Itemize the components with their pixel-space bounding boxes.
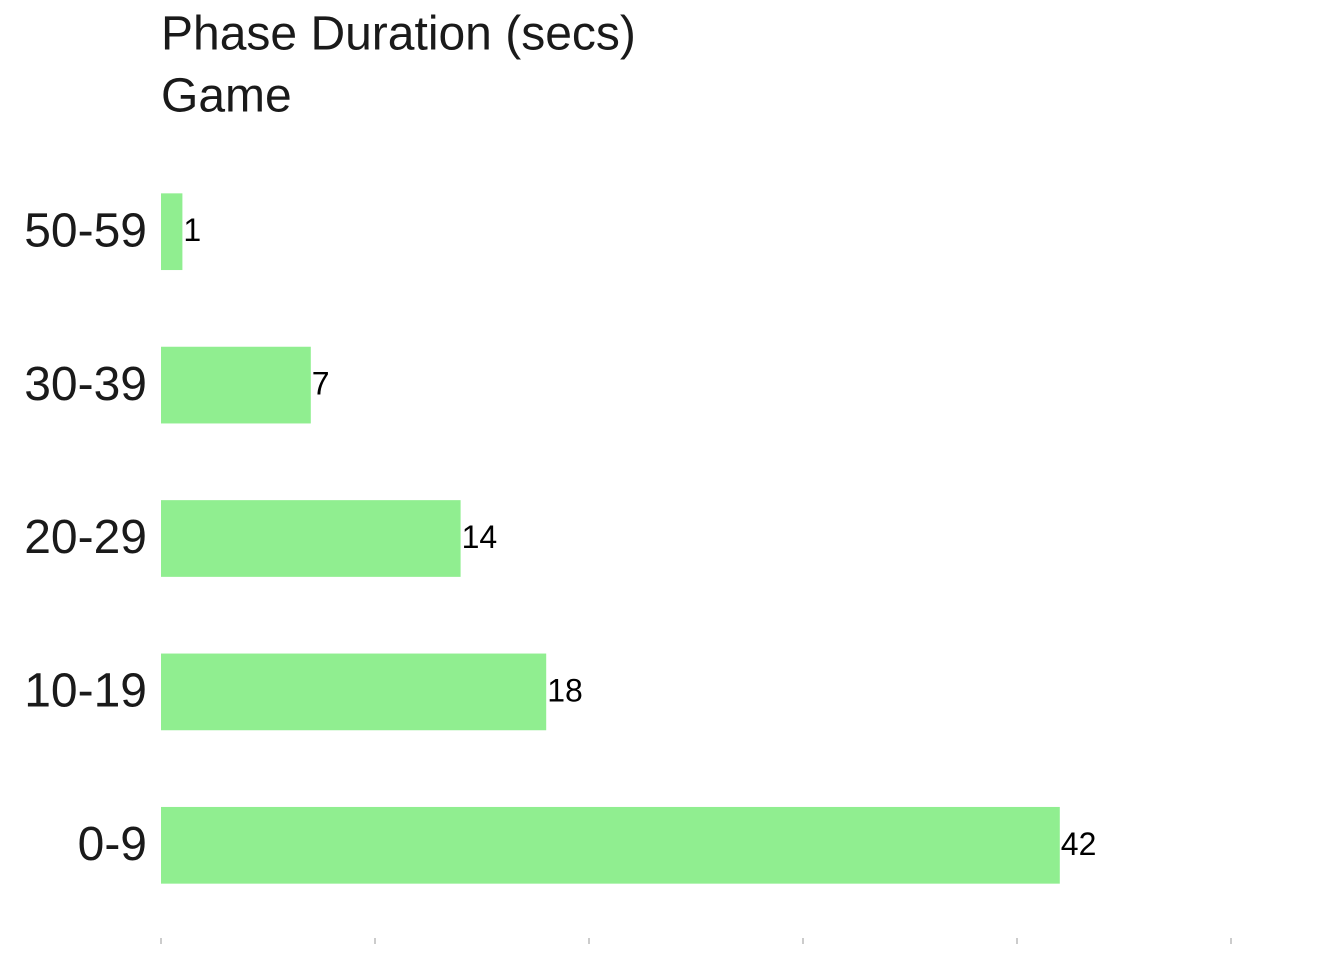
chart-title: Phase Duration (secs): [161, 8, 636, 61]
value-label: 14: [462, 519, 498, 555]
value-label: 7: [312, 366, 330, 402]
y-tick-label: 10-19: [24, 665, 147, 718]
bar: [161, 653, 547, 731]
chart-subtitle: Game: [161, 70, 292, 123]
bar: [161, 500, 461, 577]
value-label: 42: [1061, 826, 1097, 862]
y-tick-label: 50-59: [24, 204, 147, 257]
y-tick-label: 0-9: [78, 818, 147, 871]
value-label: 18: [547, 672, 583, 708]
bar: [161, 806, 1060, 884]
bar: [161, 346, 311, 424]
value-label: 1: [183, 212, 201, 248]
y-tick-label: 20-29: [24, 511, 147, 564]
bar: [161, 193, 183, 271]
y-tick-label: 30-39: [24, 358, 147, 411]
